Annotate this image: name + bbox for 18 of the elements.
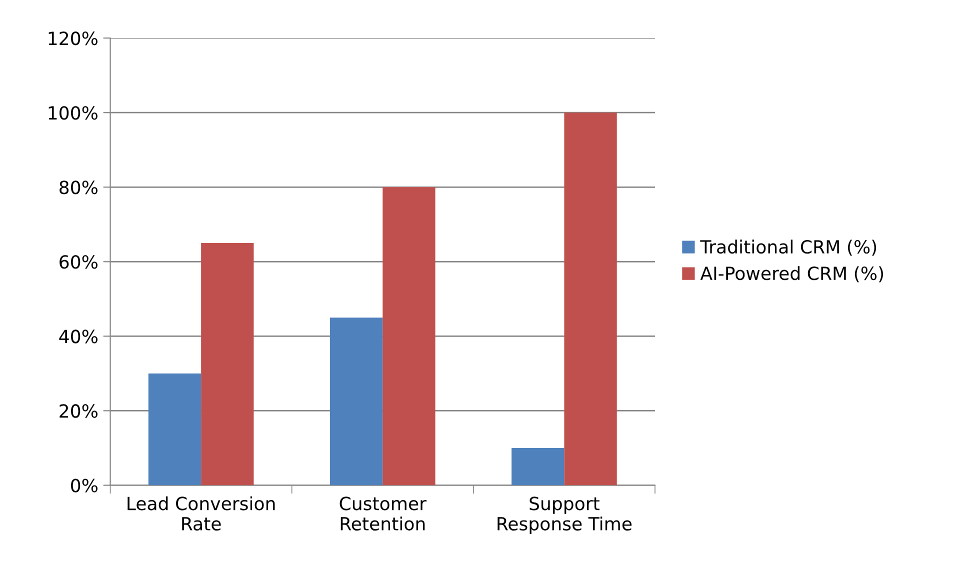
- x-tick-label: Lead Conversion Rate: [128, 496, 275, 531]
- bar: [201, 243, 254, 486]
- y-tick-label: 80%: [60, 180, 98, 194]
- bar: [564, 112, 617, 486]
- legend-label: Traditional CRM (%): [700, 240, 876, 256]
- bar: [382, 187, 436, 486]
- y-tick-label: 40%: [59, 330, 98, 344]
- y-tick-label: 100%: [48, 106, 98, 120]
- y-tick-label: 120%: [48, 32, 98, 46]
- bar: [148, 373, 202, 486]
- bar: [512, 448, 564, 486]
- x-tick-label: Customer Retention: [340, 496, 426, 531]
- legend-label: AI-Powered CRM (%): [700, 266, 884, 282]
- y-tick-label: 60%: [60, 255, 98, 269]
- y-tick-label: 0%: [71, 478, 98, 492]
- x-tick-label: Support Response Time: [498, 496, 632, 534]
- bar: [330, 318, 383, 486]
- y-tick-label: 20%: [60, 404, 98, 418]
